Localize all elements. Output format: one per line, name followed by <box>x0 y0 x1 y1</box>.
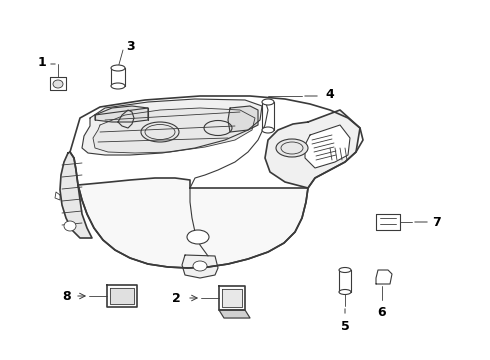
Polygon shape <box>70 96 363 268</box>
Text: 6: 6 <box>378 306 386 319</box>
Polygon shape <box>110 288 134 304</box>
Ellipse shape <box>187 230 209 244</box>
Polygon shape <box>376 270 392 284</box>
Polygon shape <box>265 110 360 188</box>
Ellipse shape <box>262 127 274 133</box>
Text: 8: 8 <box>62 289 71 302</box>
Ellipse shape <box>111 83 125 89</box>
Ellipse shape <box>111 65 125 71</box>
Text: 4: 4 <box>325 87 334 100</box>
Polygon shape <box>305 125 350 168</box>
Polygon shape <box>78 178 308 268</box>
Polygon shape <box>228 106 258 132</box>
Ellipse shape <box>262 99 274 105</box>
Polygon shape <box>111 68 125 86</box>
Polygon shape <box>219 286 245 310</box>
Ellipse shape <box>64 221 76 231</box>
Polygon shape <box>222 289 242 307</box>
Polygon shape <box>50 77 66 90</box>
Polygon shape <box>60 152 92 238</box>
Polygon shape <box>376 214 400 230</box>
Text: 7: 7 <box>432 216 441 229</box>
Polygon shape <box>95 106 148 122</box>
Polygon shape <box>219 310 250 318</box>
Text: 5: 5 <box>341 320 349 333</box>
Ellipse shape <box>339 289 351 294</box>
Polygon shape <box>93 108 255 153</box>
Ellipse shape <box>276 139 308 157</box>
Text: 2: 2 <box>172 292 181 305</box>
Polygon shape <box>262 102 274 130</box>
Polygon shape <box>339 270 351 292</box>
Ellipse shape <box>193 261 207 271</box>
Ellipse shape <box>339 267 351 273</box>
Ellipse shape <box>53 80 63 88</box>
Polygon shape <box>107 285 137 307</box>
Text: 1: 1 <box>37 55 46 68</box>
Polygon shape <box>82 99 262 155</box>
Polygon shape <box>182 255 218 278</box>
Text: 3: 3 <box>126 40 135 53</box>
